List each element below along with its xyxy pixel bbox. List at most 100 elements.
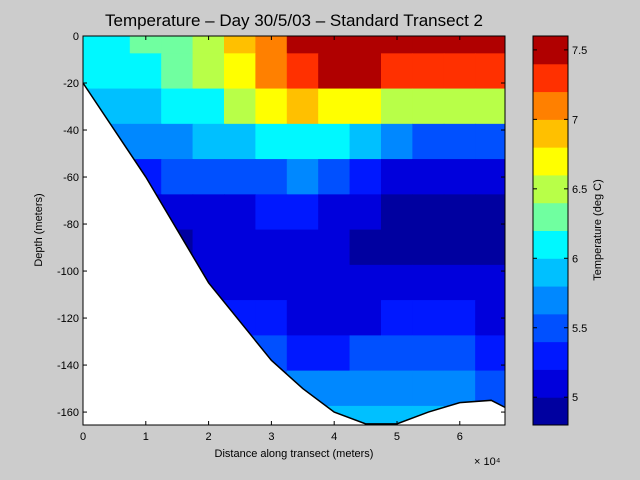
colorbar-band [533,258,568,287]
colorbar-label: Temperature (deg C) [592,179,604,281]
y-tick-label: -60 [63,172,79,184]
x-tick-label: 3 [268,431,274,443]
contour-cell [412,123,445,160]
contour-cell [380,229,413,266]
colorbar-tick-label: 6 [572,253,578,265]
y-tick-label: -160 [57,407,79,419]
y-tick-label: -100 [57,266,79,278]
contour-cell [82,35,99,54]
contour-cell [349,300,382,336]
y-tick-label: 0 [73,31,79,43]
contour-cell [192,53,225,90]
contour-cell [412,159,445,195]
contour-cell [380,194,413,231]
contour-cell [318,300,351,336]
contour-cell [443,159,476,195]
contour-cell [475,88,506,125]
contour-cell [318,159,351,195]
contour-cell [161,159,194,195]
contour-cell [380,300,413,336]
colorbar-band [533,36,568,65]
contour-cell [192,159,225,195]
contour-cell [223,123,256,160]
contour-cell [192,123,225,160]
contour-cell [443,53,476,90]
colorbar-tick-label: 7 [572,114,578,126]
contour-cell [380,264,413,301]
contour-cell [286,159,319,195]
contour-cell [475,264,506,301]
colorbar: 5 5.5 6 6.5 7 7.5 [532,35,587,426]
contour-cell [412,300,445,336]
colorbar-band [533,63,568,93]
contour-cell [443,88,476,125]
contour-cell [475,194,506,231]
contour-cell [318,88,351,125]
contour-cell [349,123,382,160]
contour-cell [286,35,319,54]
contour-cell [255,194,288,231]
contour-cell [475,159,506,195]
contour-cell [412,370,445,407]
y-tick-label: -20 [63,78,79,90]
x-tick-label: 4 [331,431,337,443]
contour-cell [443,335,476,372]
seafloor-line [82,82,506,425]
contour-cell [349,159,382,195]
x-tick-label: 6 [457,431,463,443]
contour-cell [286,335,319,372]
contour-cell [475,35,506,54]
colorbar-tick-label: 7.5 [572,45,587,57]
colorbar-band [533,119,568,148]
contour-cell [475,53,506,90]
contour-cell [443,229,476,266]
seafloor [83,83,505,425]
contour-cell [223,53,256,90]
contour-cell [223,194,256,231]
colorbar-band [533,369,568,398]
contour-cell [161,35,194,54]
contour-cell [380,53,413,90]
contour-cell [318,53,351,90]
x-tick-label: 1 [143,431,149,443]
axes-frame [82,35,506,426]
contour-cell [412,53,445,90]
colorbar-band [533,147,568,176]
y-tick-label: -140 [57,360,79,372]
contour-cell [192,194,225,231]
contour-cell [255,123,288,160]
contour-cell [475,229,506,266]
contour-cell [412,335,445,372]
contour-cell [412,229,445,266]
contour-cell [349,194,382,231]
contour-cell [223,88,256,125]
contour-cell [349,88,382,125]
contour-cell [255,88,288,125]
y-tick-label: -120 [57,313,79,325]
contour-cell [349,264,382,301]
contour-cell [286,53,319,90]
contour-cell [192,229,225,266]
contour-cell [255,53,288,90]
contour-cell [98,35,131,54]
y-tick-label: -80 [63,219,79,231]
x-exponent: × 10⁴ [474,456,501,468]
contour-cell [380,159,413,195]
contour-cell [349,35,382,54]
contour-cell [286,300,319,336]
contour-cell [380,370,413,407]
contour-cell [255,159,288,195]
contour-cell [286,88,319,125]
colorbar-band [533,91,568,120]
colorbar-band [533,313,568,343]
contour-cell [255,229,288,266]
colorbar-frame [532,35,569,426]
colorbar-band [533,174,568,204]
contour-cell [380,123,413,160]
contour-cell [286,264,319,301]
contour-cell [443,300,476,336]
contour-cell [412,35,445,54]
contour-cell [129,88,162,125]
y-axis-label: Depth (meters) [33,193,45,266]
x-tick-label: 0 [80,431,86,443]
